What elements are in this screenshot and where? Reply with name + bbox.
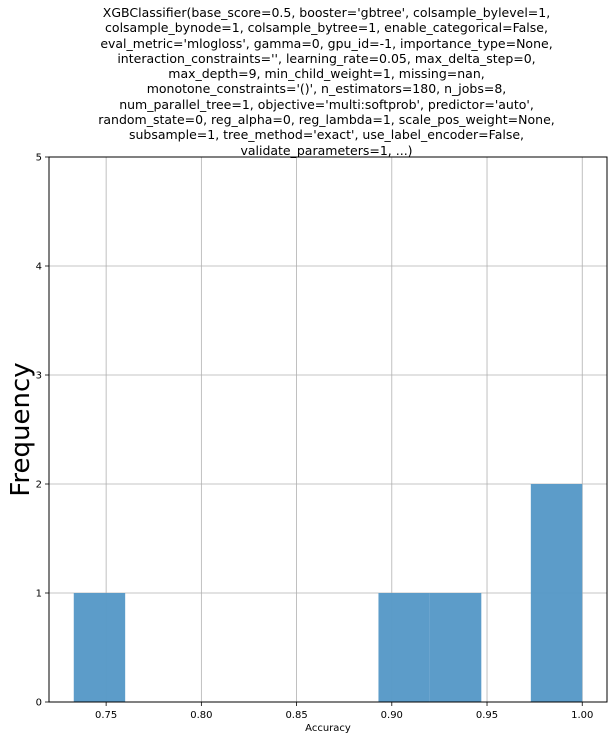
y-tick-label: 5 xyxy=(36,153,42,164)
histogram-bar xyxy=(429,593,482,702)
x-tick-label: 1.00 xyxy=(571,710,593,721)
title-line: subsample=1, tree_method='exact', use_la… xyxy=(128,127,525,143)
title-line: eval_metric='mlogloss', gamma=0, gpu_id=… xyxy=(100,35,553,51)
title-line: colsample_bynode=1, colsample_bytree=1, … xyxy=(105,20,548,36)
y-tick-label: 3 xyxy=(36,371,42,382)
histogram-bar xyxy=(378,593,430,702)
y-axis-label: Frequency xyxy=(6,362,36,496)
x-axis-label: Accuracy xyxy=(305,723,351,734)
x-tick-label: 0.75 xyxy=(95,710,117,721)
histogram-bar xyxy=(73,593,126,702)
y-tick-label: 2 xyxy=(36,480,42,491)
x-tick-label: 0.85 xyxy=(285,710,307,721)
x-tick-label: 0.90 xyxy=(381,710,403,721)
title-line: max_depth=9, min_child_weight=1, missing… xyxy=(168,66,485,82)
histogram-bar xyxy=(530,484,583,702)
title-line: num_parallel_tree=1, objective='multi:so… xyxy=(119,96,534,112)
grid-layer xyxy=(49,156,607,703)
x-tick-label: 0.80 xyxy=(190,710,212,721)
title-line: random_state=0, reg_alpha=0, reg_lambda=… xyxy=(98,112,555,128)
tick-layer: 0.75 0.80 0.85 0.90 0.95 1.00 0 1 2 3 4 5 xyxy=(36,153,594,722)
y-tick-label: 1 xyxy=(36,589,42,600)
y-tick-label: 4 xyxy=(36,262,42,273)
plot-frame xyxy=(48,156,608,703)
x-tick-label: 0.95 xyxy=(476,710,498,721)
title-line: interaction_constraints='', learning_rat… xyxy=(117,50,536,66)
title-line: monotone_constraints='()', n_estimators=… xyxy=(146,81,507,97)
chart-title: XGBClassifier(base_score=0.5, booster='g… xyxy=(40,5,613,158)
bar-layer xyxy=(73,484,583,702)
title-line: validate_parameters=1, ...) xyxy=(240,142,413,158)
title-line: XGBClassifier(base_score=0.5, booster='g… xyxy=(102,5,551,20)
y-tick-label: 0 xyxy=(36,698,42,709)
